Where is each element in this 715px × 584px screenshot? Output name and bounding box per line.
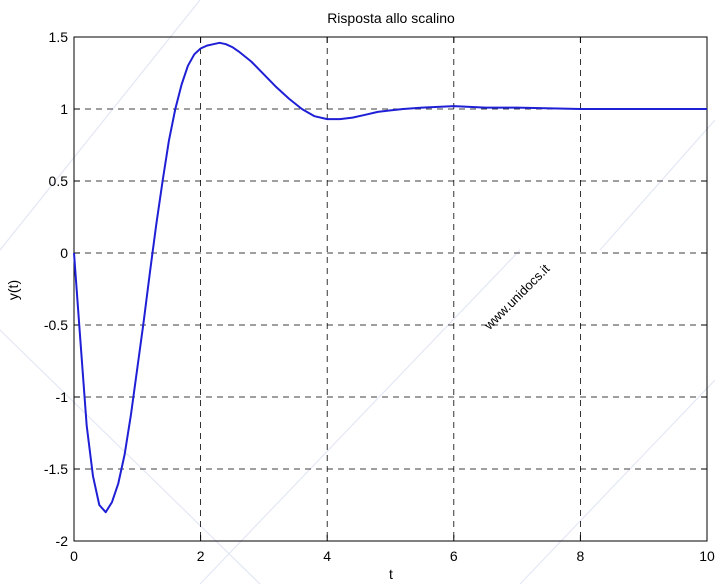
y-tick-label: -1 — [56, 389, 69, 405]
series-layer — [73, 41, 707, 514]
watermark-line — [599, 119, 715, 251]
grid — [74, 37, 707, 541]
chart-title: Risposta allo scalino — [327, 10, 455, 26]
y-tick-label: 1 — [60, 101, 68, 117]
y-tick-label: -2 — [56, 533, 69, 549]
x-tick-label: 4 — [323, 548, 331, 564]
watermark-line — [0, 0, 201, 251]
x-tick-label: 10 — [699, 548, 715, 564]
x-axis-title: t — [389, 566, 393, 582]
step-response-line — [73, 41, 707, 514]
watermark-line — [199, 249, 521, 584]
x-tick-labels: 0 2 4 6 8 10 — [70, 548, 715, 564]
y-tick-label: -0.5 — [44, 317, 68, 333]
y-axis-title: y(t) — [5, 280, 21, 300]
y-tick-label: 0.5 — [49, 173, 69, 189]
watermark-line — [519, 379, 715, 584]
x-tick-label: 6 — [450, 548, 458, 564]
axis-ticks — [73, 36, 708, 542]
plot-area-frame — [73, 36, 708, 542]
watermark-line — [0, 329, 261, 584]
x-tick-label: 8 — [577, 548, 585, 564]
x-tick-label: 0 — [70, 548, 78, 564]
y-tick-label: 1.5 — [49, 29, 69, 45]
watermark-text: www.unidocs.it — [480, 261, 552, 333]
y-tick-labels: -2 -1.5 -1 -0.5 0 0.5 1 1.5 — [44, 29, 68, 549]
y-tick-label: 0 — [60, 245, 68, 261]
x-tick-label: 2 — [197, 548, 205, 564]
y-tick-label: -1.5 — [44, 461, 68, 477]
